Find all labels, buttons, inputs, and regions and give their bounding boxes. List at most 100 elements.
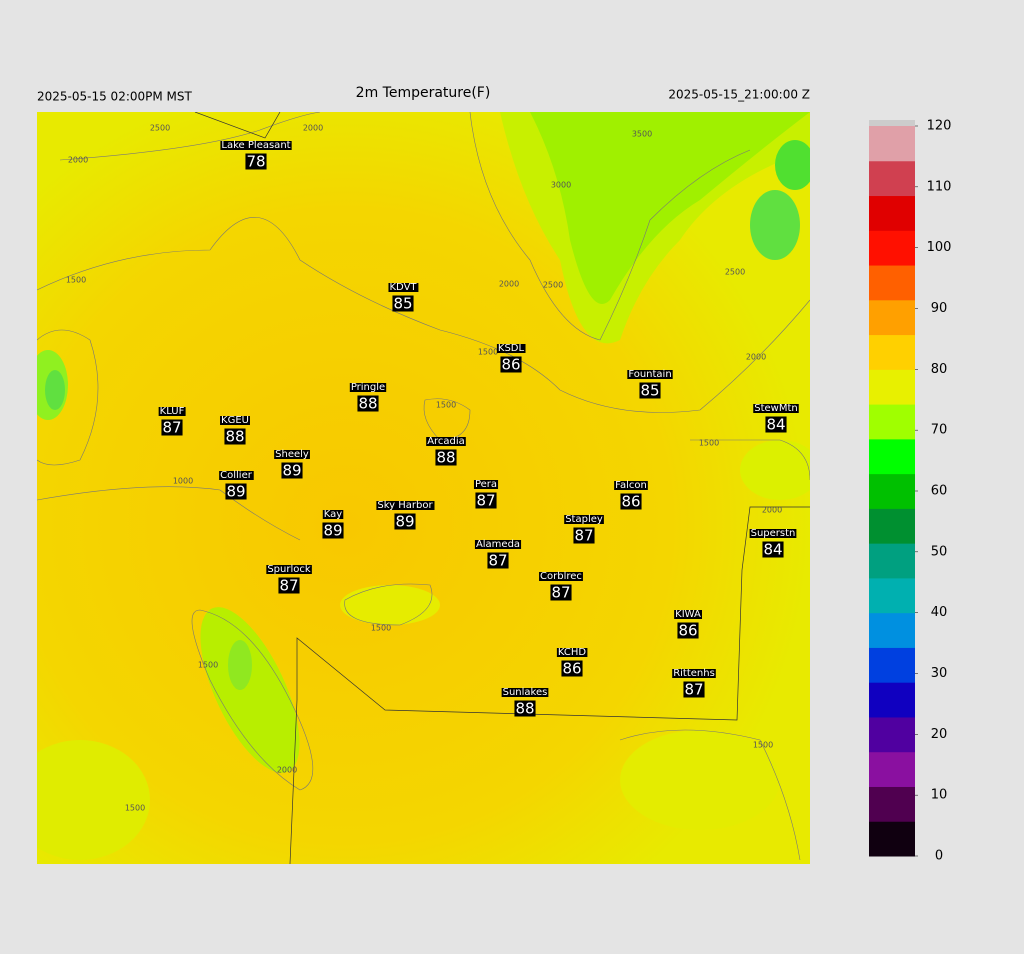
valid-time-utc: 2025-05-15_21:00:00 Z (668, 88, 810, 102)
contour-label: 1500 (699, 439, 719, 448)
station-value: 87 (476, 492, 495, 510)
colorbar-tick-label: 100 (927, 240, 952, 255)
station-name: Lake Pleasant (221, 140, 290, 151)
contour-label: 2000 (277, 766, 297, 775)
station-value-bg (281, 462, 303, 479)
colorbar-segment (869, 612, 915, 648)
station-value-bg (620, 493, 642, 510)
station-value: 86 (562, 660, 581, 678)
station-value-bg (225, 483, 247, 500)
station-value-bg (573, 527, 595, 544)
station-value-bg (683, 681, 705, 698)
colorbar-tick-label: 120 (927, 119, 952, 134)
valid-time-local: 2025-05-15 02:00PM MST (37, 90, 193, 104)
colorbar-tick-label: 10 (931, 788, 948, 803)
station: Stapley 87 (564, 514, 604, 545)
station-name: StewMtn (754, 403, 798, 414)
station-name-bg (322, 510, 344, 519)
station-value: 85 (640, 382, 659, 400)
station-value-bg (765, 416, 787, 433)
station-value-bg (245, 153, 267, 170)
station-value: 89 (282, 462, 301, 480)
station: KDVT 85 (388, 282, 419, 313)
station-name: Kay (324, 509, 343, 520)
station-name: KCHD (558, 647, 587, 658)
station-value: 86 (678, 622, 697, 640)
station-name: Sky Harbor (377, 500, 433, 511)
station-value-bg (435, 449, 457, 466)
colorbar-segment (869, 160, 915, 197)
station: Pera 87 (473, 479, 499, 510)
station-name-bg (349, 383, 387, 392)
colorbar-tick-label: 60 (931, 484, 948, 499)
station-value-bg (487, 552, 509, 569)
station-value-bg (161, 419, 183, 436)
station-name-bg (674, 610, 702, 619)
colorbar-tick-label: 70 (931, 423, 948, 438)
station-value: 78 (246, 153, 265, 171)
station-name-bg (473, 480, 499, 489)
colorbar-segment (869, 786, 915, 822)
station-name: Pringle (351, 382, 385, 393)
colorbar-tick-label: 80 (931, 362, 948, 377)
station-name: Sunlakes (503, 687, 548, 698)
colorbar-segment (869, 751, 915, 787)
colorbar-tick-label: 30 (931, 666, 948, 681)
map-field (37, 112, 810, 864)
station: KCHD 86 (556, 647, 588, 678)
station-name: KSDL (498, 343, 525, 354)
colorbar-segment (869, 126, 915, 162)
station-value: 89 (395, 513, 414, 531)
station-name-bg (274, 450, 310, 459)
colorbar-segment (869, 716, 915, 753)
station-value: 87 (684, 681, 703, 699)
station-value: 84 (763, 541, 782, 559)
station-name: Corblrec (540, 571, 582, 582)
contour-label: 2000 (68, 156, 88, 165)
station-name: Stapley (565, 514, 603, 525)
colorbar-segment (869, 265, 915, 301)
station-name: Pera (475, 479, 497, 490)
station: Superstn 84 (749, 528, 797, 559)
station-value: 87 (162, 419, 181, 437)
colorbar-segment (869, 508, 915, 544)
station-value: 87 (574, 527, 593, 545)
contour-label: 1000 (173, 477, 193, 486)
station-name: Superstn (751, 528, 796, 539)
station-name-bg (539, 572, 583, 581)
station: Kay 89 (322, 509, 344, 540)
station-value-bg (357, 395, 379, 412)
station-name: Spurlock (267, 564, 311, 575)
station-name: Arcadia (427, 436, 465, 447)
station-name-bg (564, 515, 604, 524)
station-value: 88 (515, 700, 534, 718)
station-value-bg (224, 428, 246, 445)
contour-label: 2000 (499, 280, 519, 289)
station-value-bg (500, 356, 522, 373)
station-value: 88 (358, 395, 377, 413)
colorbar-segment (869, 299, 915, 336)
station-name-bg (749, 529, 797, 538)
station-value-bg (762, 541, 784, 558)
station: KIWA 86 (674, 609, 702, 640)
station-name-bg (158, 407, 186, 416)
colorbar-segment (869, 195, 915, 231)
station-name-bg (388, 283, 419, 292)
contour-label: 2500 (150, 124, 170, 133)
station-value: 86 (621, 493, 640, 511)
station-value: 84 (766, 416, 785, 434)
station-value: 89 (226, 483, 245, 501)
station-name-bg (556, 648, 588, 657)
colorbar-segment (869, 647, 915, 683)
station-value-bg (639, 382, 661, 399)
station: Sunlakes 88 (501, 687, 549, 718)
contour-label: 3500 (632, 130, 652, 139)
station-value: 89 (323, 522, 342, 540)
contour-label: 1500 (125, 804, 145, 813)
station-name: Fountain (628, 369, 671, 380)
station: StewMtn 84 (753, 403, 799, 434)
station-value-bg (322, 522, 344, 539)
colorbar-tick-label: 50 (931, 544, 948, 559)
contour-label: 2000 (762, 506, 782, 515)
